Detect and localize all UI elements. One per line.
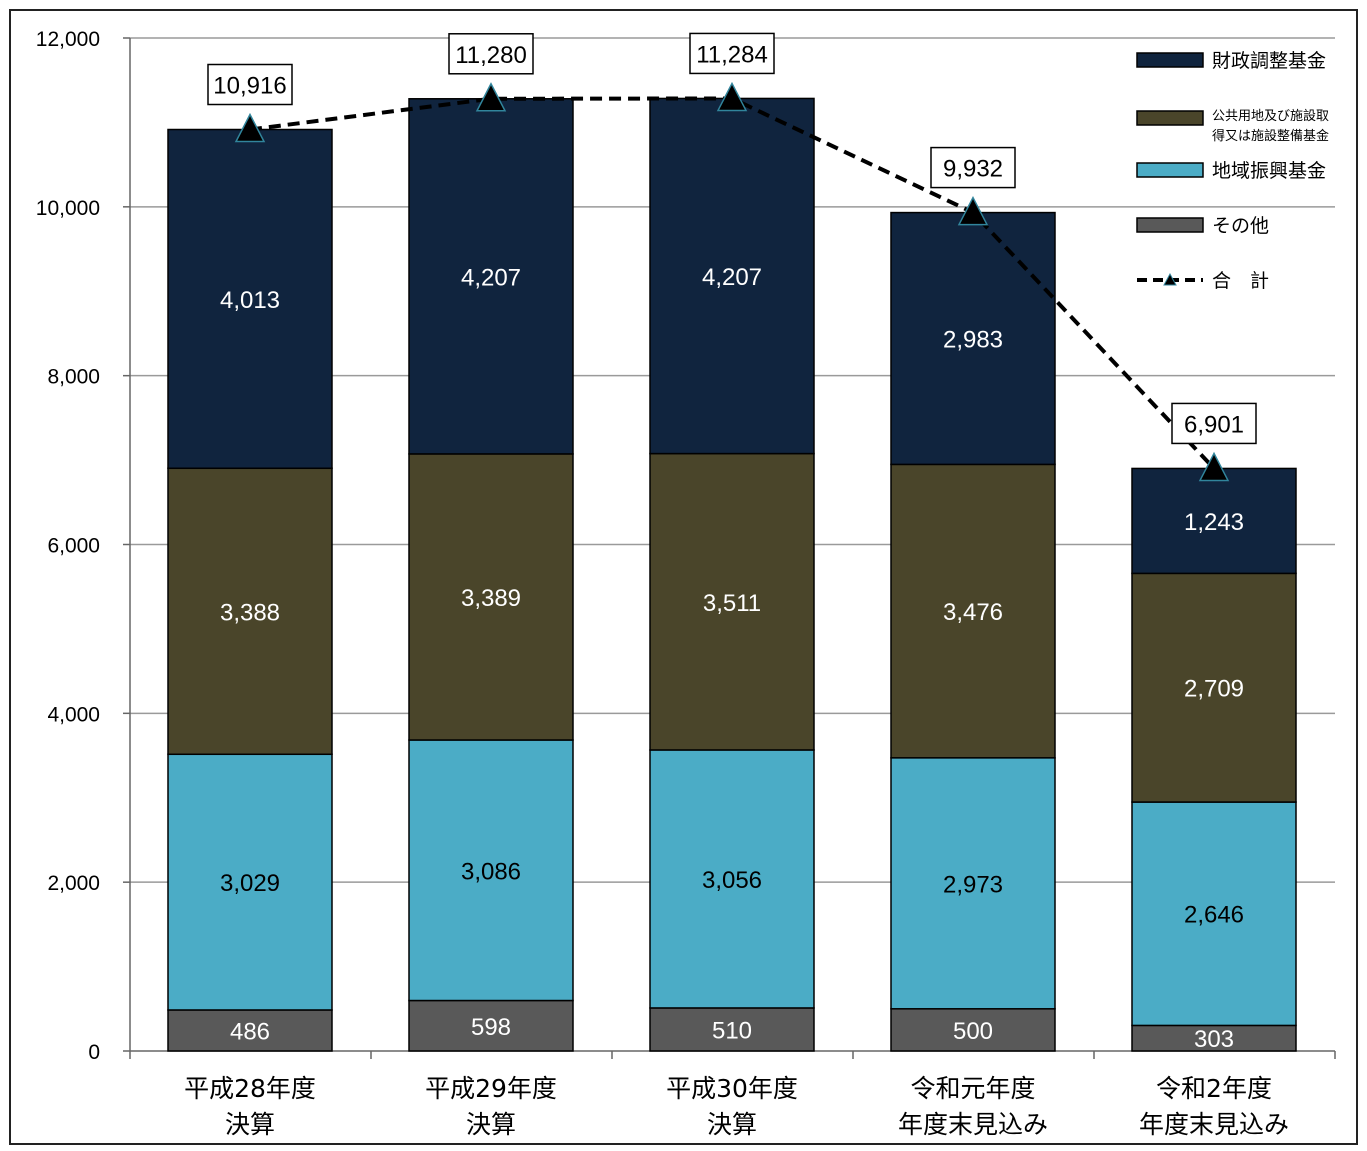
category-label-line2: 決算 — [707, 1110, 757, 1139]
legend-label: 地域振興基金 — [1212, 160, 1326, 182]
legend-label: 財政調整基金 — [1212, 50, 1326, 72]
segment-value-label: 1,243 — [1184, 509, 1244, 536]
bar-segment — [649, 749, 815, 1009]
category-label-line1: 令和2年度 — [1156, 1074, 1272, 1103]
y-tick-label: 10,000 — [36, 197, 100, 220]
bar-segment — [408, 739, 574, 1002]
category-label-line2: 年度末見込み — [1139, 1110, 1289, 1139]
total-label-box — [1171, 402, 1257, 445]
category-label-line1: 平成29年度 — [425, 1074, 557, 1103]
y-tick-label: 0 — [88, 1041, 100, 1064]
category-label-line2: 決算 — [466, 1110, 516, 1139]
total-value-label: 10,916 — [213, 73, 286, 100]
segment-value-label: 486 — [230, 1018, 270, 1045]
bar-segment — [1131, 1024, 1297, 1052]
category-label-line1: 平成30年度 — [666, 1074, 798, 1103]
legend-swatch — [1136, 52, 1204, 68]
legend-swatch — [1136, 162, 1204, 178]
segment-value-label: 4,013 — [220, 287, 280, 314]
bar-segment — [167, 1009, 333, 1052]
segment-value-label: 3,476 — [943, 599, 1003, 626]
y-tick-label: 8,000 — [47, 366, 100, 389]
bar-segment — [649, 1007, 815, 1052]
segment-value-label: 2,983 — [943, 326, 1003, 353]
segment-value-label: 4,207 — [461, 264, 521, 291]
y-tick-label: 2,000 — [47, 872, 100, 895]
bar-segment — [167, 753, 333, 1011]
y-tick-label: 4,000 — [47, 703, 100, 726]
category-label-line1: 令和元年度 — [910, 1074, 1035, 1103]
total-label-box — [207, 63, 293, 106]
segment-value-label: 3,389 — [461, 585, 521, 612]
bar-segment — [890, 211, 1056, 466]
total-label-box — [930, 146, 1016, 189]
legend-swatch — [1136, 217, 1204, 233]
bar-segment — [649, 452, 815, 751]
bar-segment — [890, 463, 1056, 759]
segment-value-label: 3,511 — [703, 590, 761, 617]
segment-value-label: 3,029 — [220, 870, 280, 897]
bar-segment — [1131, 801, 1297, 1027]
legend-swatch — [1136, 110, 1204, 126]
y-tick-label: 6,000 — [47, 535, 100, 558]
total-marker — [1198, 451, 1230, 482]
total-marker — [234, 112, 266, 143]
total-value-label: 6,901 — [1184, 411, 1244, 438]
legend-label-line2: 得又は施設整備基金 — [1212, 128, 1329, 144]
legend-triangle-icon — [1163, 272, 1177, 286]
total-label-box — [448, 33, 534, 75]
segment-value-label: 3,086 — [461, 858, 521, 885]
bar-segment — [890, 757, 1056, 1010]
segment-value-label: 3,056 — [702, 867, 762, 894]
bar-segment — [1131, 572, 1297, 803]
total-marker — [957, 195, 989, 226]
segment-value-label: 2,646 — [1184, 902, 1244, 929]
legend-label: その他 — [1212, 215, 1269, 237]
bar-segment — [890, 1008, 1056, 1052]
segment-value-label: 2,973 — [943, 871, 1003, 898]
bar-segment — [408, 453, 574, 741]
total-value-label: 9,932 — [943, 156, 1003, 183]
total-label-box — [689, 32, 775, 75]
segment-value-label: 3,388 — [220, 599, 280, 626]
legend-label: 合 計 — [1212, 270, 1269, 292]
bar-segment — [1131, 467, 1297, 575]
segment-value-label: 4,207 — [702, 264, 762, 291]
total-marker — [716, 81, 748, 112]
category-label-line2: 年度末見込み — [898, 1110, 1048, 1139]
total-value-label: 11,284 — [696, 41, 768, 68]
bar-segment — [408, 98, 574, 455]
category-label-line1: 平成28年度 — [184, 1074, 316, 1103]
segment-value-label: 500 — [953, 1018, 993, 1045]
y-tick-label: 12,000 — [36, 28, 100, 51]
segment-value-label: 2,709 — [1184, 676, 1244, 703]
total-value-label: 11,280 — [455, 42, 527, 69]
total-marker — [475, 82, 507, 112]
segment-value-label: 303 — [1194, 1026, 1234, 1053]
segment-value-label: 510 — [712, 1017, 752, 1044]
legend-label-line1: 公共用地及び施設取 — [1212, 108, 1329, 124]
bar-segment — [408, 999, 574, 1052]
category-label-line2: 決算 — [225, 1110, 275, 1139]
bar-segment — [649, 97, 815, 455]
bar-segment — [167, 128, 333, 470]
segment-value-label: 598 — [471, 1014, 511, 1041]
